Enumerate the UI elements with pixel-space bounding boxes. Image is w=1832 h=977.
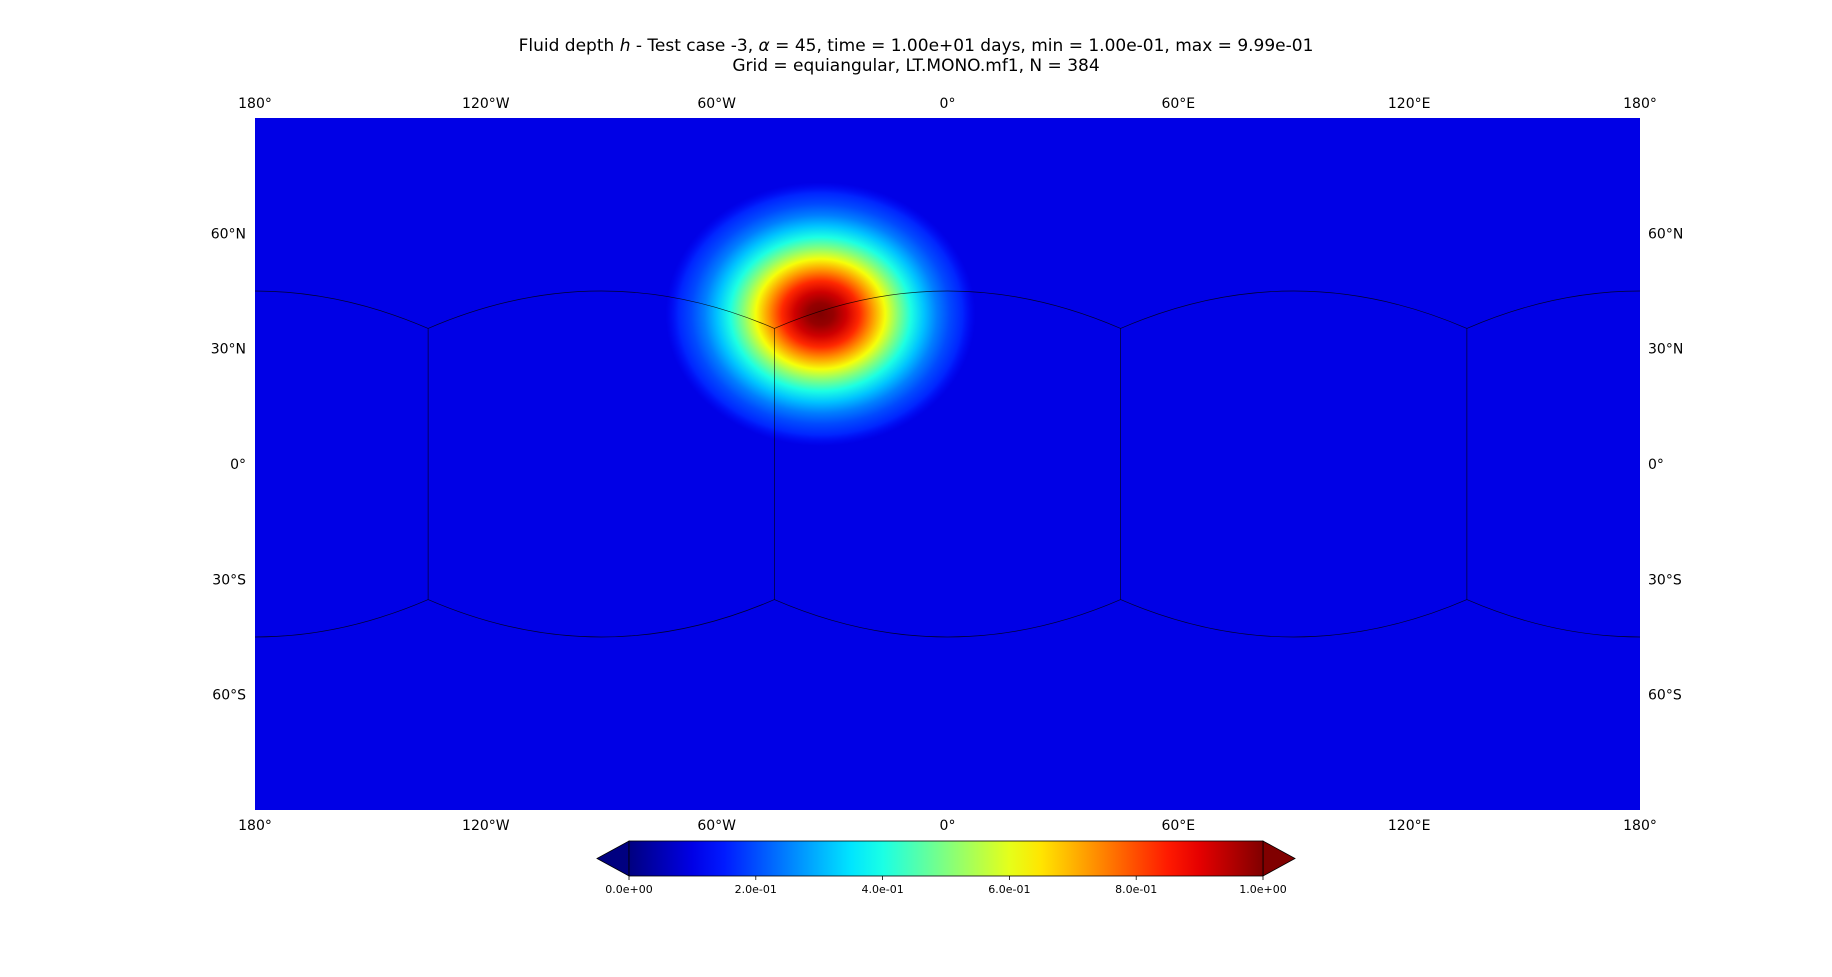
x-tick-label-bottom: 120°E: [1388, 818, 1431, 834]
x-axis-top: 180° 120°W 60°W 0° 60°E 120°E 180°: [238, 96, 1657, 112]
panel-edge-north: [427, 290, 775, 329]
panel-edge-north: [1466, 290, 1640, 329]
panel-edge-north: [255, 290, 429, 329]
x-tick-label-top: 0°: [940, 96, 956, 112]
y-axis-right: 60°N 30°N 0° 30°S 60°S: [1648, 226, 1683, 703]
y-tick-label-right: 60°N: [1648, 226, 1683, 242]
colorbar-extend-high: [1262, 840, 1296, 877]
x-tick-label-bottom: 0°: [940, 818, 956, 834]
x-tick-label-top: 120°W: [462, 96, 510, 112]
panel-edge-north: [774, 290, 1121, 329]
colorbar-body: [628, 840, 1264, 877]
panel-edge-south: [1120, 599, 1468, 638]
x-tick-label-top: 60°E: [1161, 96, 1195, 112]
title-suffix: = 45, time = 1.00e+01 days, min = 1.00e-…: [769, 36, 1314, 56]
y-tick-label-left: 60°N: [211, 226, 246, 242]
panel-edge-south: [1466, 599, 1640, 638]
y-tick-label-left: 60°S: [212, 688, 246, 704]
title-alpha: α: [758, 36, 770, 56]
x-tick-label-bottom: 120°W: [462, 818, 510, 834]
colorbar-tick-label: 0.0e+00: [605, 883, 652, 896]
colorbar-extend-low: [596, 840, 630, 877]
y-axis-left: 60°N 30°N 0° 30°S 60°S: [211, 226, 246, 703]
plot-area: [255, 118, 1640, 810]
x-tick-label-bottom: 180°: [238, 818, 272, 834]
title-prefix: Fluid depth: [518, 36, 620, 56]
x-tick-label-bottom: 60°W: [697, 818, 736, 834]
title-mid: - Test case -3,: [630, 36, 759, 56]
chart-subtitle: Grid = equiangular, LT.MONO.mf1, N = 384: [732, 56, 1100, 76]
panel-edge-north: [1120, 290, 1468, 329]
x-tick-label-top: 180°: [1623, 96, 1657, 112]
y-tick-label-left: 0°: [230, 457, 246, 473]
y-tick-label-right: 30°S: [1648, 572, 1682, 588]
panel-edge-south: [427, 599, 775, 638]
x-axis-bottom: 180° 120°W 60°W 0° 60°E 120°E 180°: [238, 818, 1657, 834]
colorbar-tick-label: 8.0e-01: [1115, 883, 1157, 896]
colorbar-tick-label: 6.0e-01: [988, 883, 1030, 896]
colorbar-tick-label: 2.0e-01: [735, 883, 777, 896]
x-tick-label-bottom: 60°E: [1161, 818, 1195, 834]
y-tick-label-right: 30°N: [1648, 342, 1683, 358]
chart-title: Fluid depth h - Test case -3, α = 45, ti…: [0, 36, 1832, 56]
y-tick-label-right: 60°S: [1648, 688, 1682, 704]
y-tick-label-left: 30°N: [211, 342, 246, 358]
field-background: [255, 118, 1640, 810]
y-tick-label-left: 30°S: [212, 572, 246, 588]
y-tick-label-right: 0°: [1648, 457, 1664, 473]
panel-edge-south: [774, 599, 1121, 638]
x-tick-label-top: 60°W: [697, 96, 736, 112]
colorbar-tick-label: 4.0e-01: [861, 883, 903, 896]
colorbar-tick-label: 1.0e+00: [1239, 883, 1286, 896]
x-tick-label-top: 120°E: [1388, 96, 1431, 112]
x-tick-label-bottom: 180°: [1623, 818, 1657, 834]
field-peak: [665, 182, 976, 447]
panel-edge-south: [255, 599, 429, 638]
x-tick-label-top: 180°: [238, 96, 272, 112]
title-variable: h: [619, 36, 631, 56]
colorbar: 0.0e+00 2.0e-01 4.0e-01 6.0e-01 8.0e-01 1.0e+…: [596, 840, 1296, 896]
